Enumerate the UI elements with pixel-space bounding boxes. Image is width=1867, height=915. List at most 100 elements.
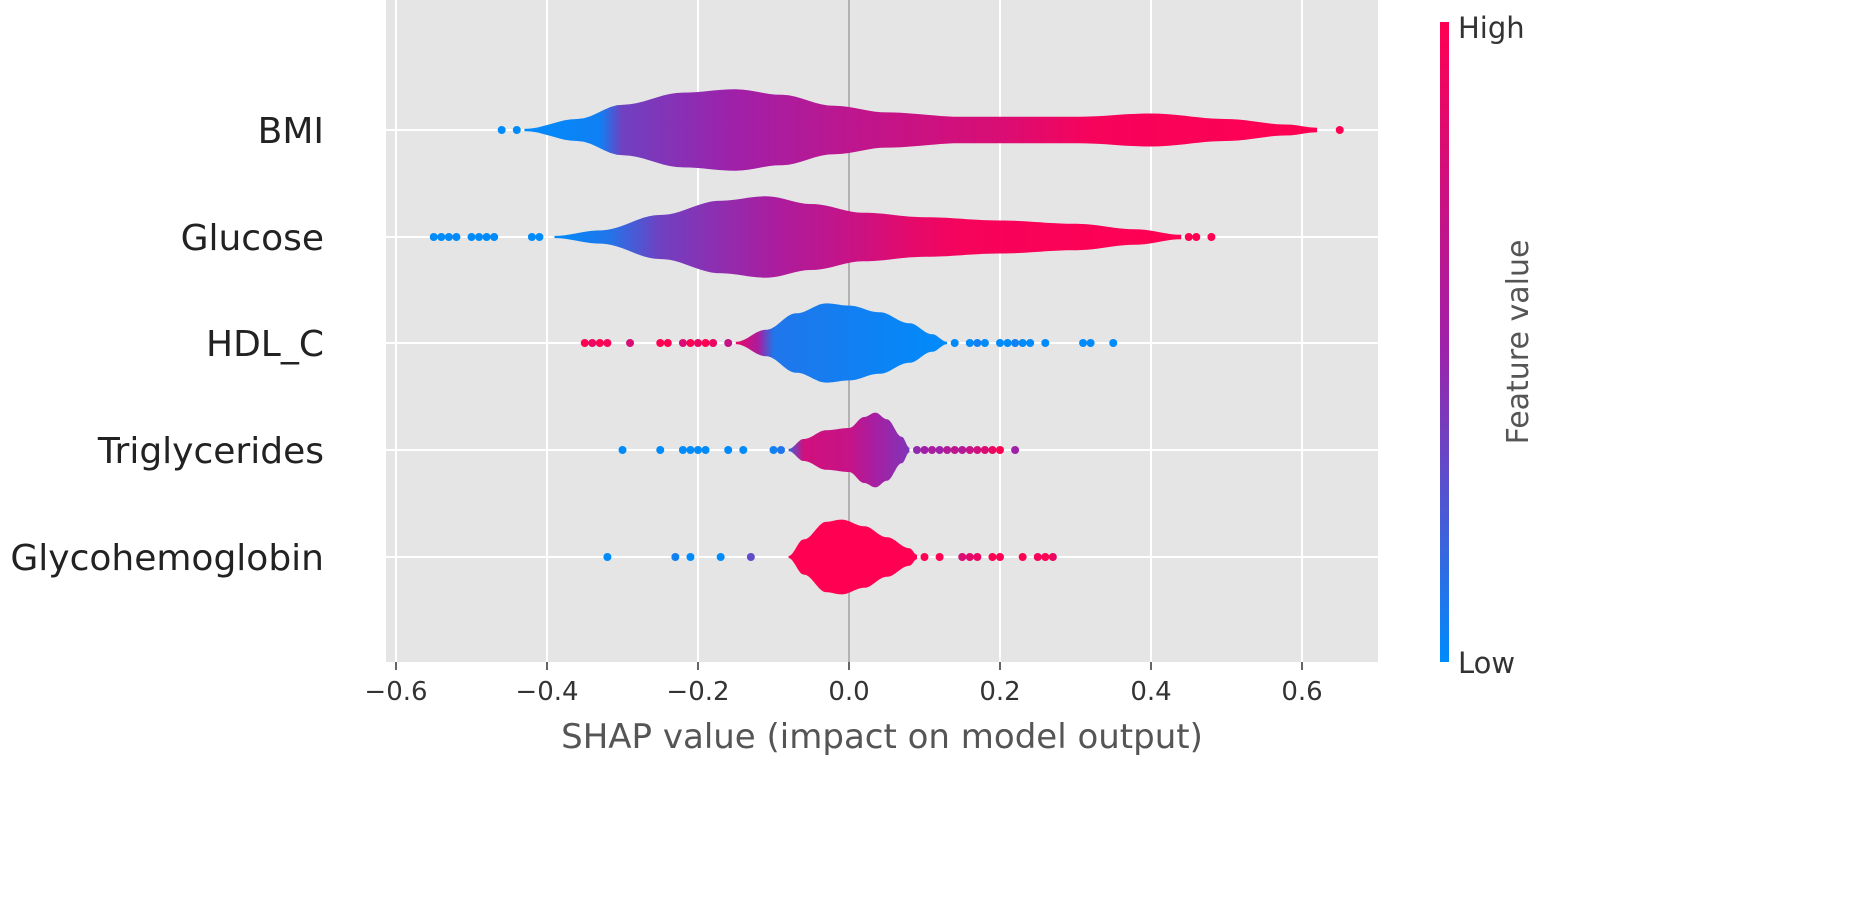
point-triglycerides-5 [701, 446, 710, 454]
x-axis-title: SHAP value (impact on model output) [561, 717, 1203, 757]
point-glucose-11 [1192, 233, 1201, 241]
feature-label-triglycerides: Triglycerides [97, 431, 324, 472]
point-glycohemoglobin-1 [671, 553, 680, 561]
point-triglycerides-9 [777, 446, 786, 454]
point-triglycerides-17 [965, 446, 974, 454]
point-hdl-c-0 [580, 339, 589, 347]
point-glycohemoglobin-6 [935, 553, 944, 561]
point-triglycerides-18 [973, 446, 982, 454]
feature-label-glucose: Glucose [181, 218, 324, 259]
point-glycohemoglobin-4 [746, 553, 755, 561]
x-tick-label-4: 0.2 [979, 677, 1020, 707]
point-glycohemoglobin-14 [1041, 553, 1050, 561]
violin-bmi [524, 89, 1318, 171]
point-bmi-1 [512, 126, 521, 134]
feature-labels: BMI Glucose HDL_C Triglycerides Glycohemoglo… [10, 111, 324, 579]
violin-glucose [554, 196, 1182, 278]
point-hdl-c-5 [656, 339, 665, 347]
point-hdl-c-23 [1079, 339, 1088, 347]
point-triglycerides-2 [678, 446, 687, 454]
point-glucose-10 [1184, 233, 1193, 241]
x-tick-label-2: −0.2 [666, 677, 729, 707]
feature-label-hdl-c: HDL_C [206, 324, 324, 365]
colorbar-high-label: High [1458, 11, 1525, 45]
x-tick-label-1: −0.4 [515, 677, 578, 707]
point-hdl-c-7 [678, 339, 687, 347]
point-glycohemoglobin-9 [973, 553, 982, 561]
point-hdl-c-11 [709, 339, 718, 347]
point-glucose-3 [452, 233, 461, 241]
x-tick-label-3: 0.0 [828, 677, 869, 707]
point-glucose-5 [475, 233, 484, 241]
point-glucose-12 [1207, 233, 1216, 241]
point-glycohemoglobin-3 [716, 553, 725, 561]
point-triglycerides-14 [943, 446, 952, 454]
point-glucose-7 [490, 233, 499, 241]
point-hdl-c-21 [1026, 339, 1035, 347]
point-hdl-c-13 [950, 339, 959, 347]
x-tick-label-5: 0.4 [1130, 677, 1171, 707]
point-glucose-1 [437, 233, 446, 241]
point-glucose-8 [527, 233, 536, 241]
point-hdl-c-19 [1011, 339, 1020, 347]
colorbar-low-label: Low [1458, 646, 1515, 680]
point-triglycerides-20 [988, 446, 997, 454]
point-triglycerides-6 [724, 446, 733, 454]
point-bmi-2 [1335, 126, 1344, 134]
point-triglycerides-16 [958, 446, 967, 454]
point-triglycerides-12 [928, 446, 937, 454]
violin-glycohemoglobin [788, 519, 917, 595]
violin-triglycerides [788, 412, 910, 488]
point-glycohemoglobin-0 [603, 553, 612, 561]
point-triglycerides-10 [912, 446, 921, 454]
colorbar-gradient [1440, 22, 1449, 662]
point-hdl-c-12 [724, 339, 733, 347]
point-triglycerides-1 [656, 446, 665, 454]
point-glucose-4 [467, 233, 476, 241]
point-hdl-c-6 [663, 339, 672, 347]
point-hdl-c-3 [603, 339, 612, 347]
point-hdl-c-15 [973, 339, 982, 347]
point-triglycerides-0 [618, 446, 627, 454]
point-hdl-c-1 [588, 339, 597, 347]
point-triglycerides-21 [996, 446, 1004, 454]
point-hdl-c-24 [1086, 339, 1095, 347]
point-triglycerides-3 [686, 446, 695, 454]
point-triglycerides-22 [1011, 446, 1020, 454]
point-triglycerides-15 [950, 446, 959, 454]
point-glycohemoglobin-12 [1018, 553, 1027, 561]
point-hdl-c-17 [996, 339, 1004, 347]
point-triglycerides-11 [920, 446, 929, 454]
point-glycohemoglobin-10 [988, 553, 997, 561]
point-triglycerides-4 [694, 446, 702, 454]
point-glycohemoglobin-2 [686, 553, 695, 561]
point-glucose-0 [429, 233, 438, 241]
violin-hdl-c [735, 303, 948, 383]
point-glycohemoglobin-7 [958, 553, 967, 561]
x-axis-ticks: −0.6 −0.4 −0.2 0.0 0.2 0.4 0.6 [364, 662, 1323, 707]
point-glycohemoglobin-5 [920, 553, 929, 561]
point-glycohemoglobin-8 [965, 553, 974, 561]
point-hdl-c-2 [595, 339, 604, 347]
point-glycohemoglobin-15 [1048, 553, 1057, 561]
point-glucose-2 [444, 233, 453, 241]
point-glycohemoglobin-11 [996, 553, 1004, 561]
point-hdl-c-8 [686, 339, 695, 347]
point-hdl-c-14 [965, 339, 974, 347]
point-hdl-c-25 [1109, 339, 1118, 347]
point-hdl-c-9 [694, 339, 702, 347]
point-hdl-c-16 [980, 339, 989, 347]
point-hdl-c-18 [1003, 339, 1012, 347]
point-triglycerides-19 [980, 446, 989, 454]
point-triglycerides-7 [739, 446, 748, 454]
point-triglycerides-13 [935, 446, 944, 454]
point-triglycerides-8 [769, 446, 778, 454]
point-glycohemoglobin-13 [1033, 553, 1042, 561]
feature-label-glycohemoglobin: Glycohemoglobin [10, 538, 324, 579]
x-tick-label-0: −0.6 [364, 677, 427, 707]
point-hdl-c-4 [626, 339, 635, 347]
point-glucose-6 [482, 233, 491, 241]
violins [429, 89, 1344, 595]
point-bmi-0 [497, 126, 506, 134]
